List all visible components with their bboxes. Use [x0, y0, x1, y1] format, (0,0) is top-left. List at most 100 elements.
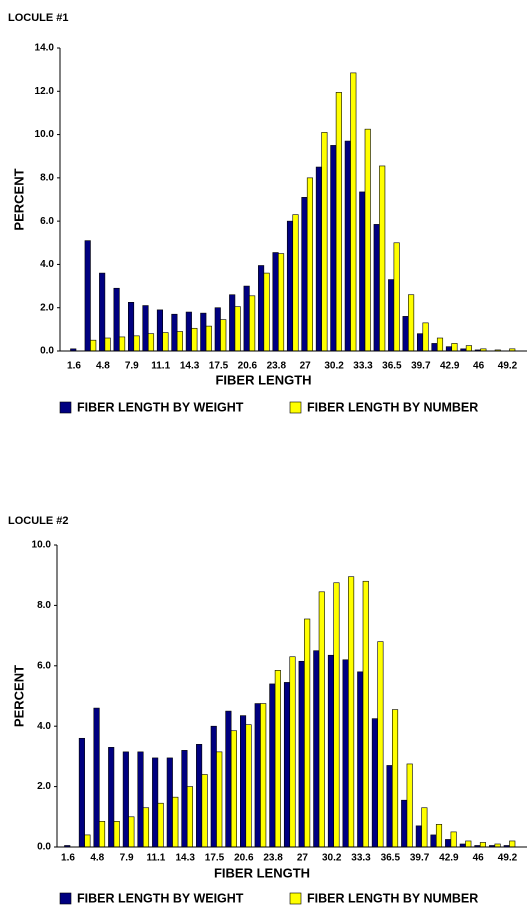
- bar: [254, 703, 261, 848]
- bar: [350, 72, 357, 352]
- bar: [90, 339, 97, 352]
- bar: [430, 834, 437, 848]
- x-tick-label: 42.9: [439, 853, 459, 864]
- bar: [229, 294, 236, 352]
- bar: [200, 312, 207, 352]
- bar: [245, 724, 252, 848]
- bar: [78, 737, 85, 848]
- bar: [362, 580, 369, 848]
- x-tick-label: 33.3: [353, 361, 373, 372]
- x-tick-label: 27: [300, 361, 312, 372]
- x-tick-label: 46: [473, 361, 485, 372]
- bar: [391, 709, 399, 848]
- bar: [156, 309, 163, 352]
- bar: [240, 715, 247, 848]
- bar: [364, 128, 371, 352]
- bar: [185, 311, 192, 352]
- bar: [113, 287, 120, 352]
- bar: [196, 744, 203, 848]
- y-tick-label: 14.0: [35, 43, 55, 54]
- bar: [99, 272, 106, 352]
- bar: [435, 824, 443, 848]
- x-tick-label: 1.6: [67, 361, 81, 372]
- bar: [214, 307, 221, 352]
- x-tick-label: 23.8: [267, 361, 287, 372]
- bar: [386, 765, 393, 848]
- bar: [258, 265, 265, 352]
- bar: [216, 751, 223, 848]
- bar: [359, 191, 366, 352]
- x-axis-title: FIBER LENGTH: [215, 372, 311, 387]
- y-tick-label: 6.0: [40, 216, 54, 227]
- x-tick-label: 14.3: [180, 361, 200, 372]
- y-tick-label: 2.0: [40, 302, 54, 313]
- x-tick-label: 20.6: [234, 853, 254, 864]
- bar: [421, 807, 428, 848]
- bar: [283, 682, 291, 848]
- bar: [166, 757, 173, 848]
- bar: [93, 707, 100, 848]
- bar: [401, 799, 408, 848]
- bar: [99, 821, 106, 848]
- bar: [436, 337, 444, 352]
- x-tick-label: 14.3: [175, 853, 195, 864]
- bar: [422, 322, 429, 352]
- bar: [315, 166, 322, 352]
- x-tick-label: 46: [473, 853, 485, 864]
- bar: [301, 197, 308, 352]
- bar: [234, 306, 241, 352]
- bar: [371, 718, 378, 848]
- bar: [210, 725, 217, 848]
- legend-label: FIBER LENGTH BY WEIGHT: [77, 400, 244, 414]
- bar: [162, 332, 169, 352]
- bar: [379, 165, 386, 352]
- bar: [128, 302, 135, 352]
- y-tick-label: 2.0: [37, 781, 51, 792]
- bar: [84, 834, 91, 848]
- y-tick-label: 8.0: [37, 600, 51, 611]
- bar: [465, 345, 472, 352]
- bar: [230, 730, 237, 848]
- bar: [445, 346, 453, 352]
- bar: [327, 654, 335, 848]
- bar: [108, 747, 115, 848]
- bar: [272, 252, 279, 352]
- y-tick-label: 0.0: [40, 346, 54, 357]
- x-tick-label: 33.3: [351, 853, 371, 864]
- y-tick-label: 4.0: [40, 259, 54, 270]
- bar: [152, 757, 159, 848]
- bar: [181, 750, 188, 848]
- legend-swatch: [59, 892, 72, 905]
- x-tick-label: 4.8: [96, 361, 110, 372]
- bar: [249, 295, 256, 352]
- bar: [269, 683, 276, 848]
- x-tick-label: 11.1: [151, 361, 170, 372]
- bar: [289, 656, 296, 848]
- bar: [298, 660, 305, 848]
- bar: [479, 842, 487, 848]
- y-axis-title: PERCENT: [11, 665, 26, 727]
- x-tick-label: 7.9: [120, 853, 134, 864]
- y-tick-label: 10.0: [35, 129, 55, 140]
- x-tick-label: 4.8: [90, 853, 104, 864]
- bar: [186, 786, 193, 848]
- bar: [450, 831, 457, 848]
- bar: [157, 802, 164, 848]
- bar: [373, 224, 380, 352]
- bar: [402, 316, 409, 352]
- bar: [201, 774, 208, 848]
- bar: [415, 825, 422, 848]
- bar: [377, 641, 384, 848]
- bar: [335, 92, 342, 352]
- bar: [445, 839, 452, 848]
- bar: [122, 751, 129, 848]
- x-axis-title: FIBER LENGTH: [214, 865, 310, 880]
- bar: [342, 659, 349, 848]
- x-tick-label: 30.2: [324, 361, 344, 372]
- y-tick-label: 10.0: [32, 540, 52, 551]
- y-tick-label: 4.0: [37, 721, 51, 732]
- x-tick-label: 36.5: [381, 853, 401, 864]
- y-tick-label: 8.0: [40, 172, 54, 183]
- bar: [176, 331, 183, 352]
